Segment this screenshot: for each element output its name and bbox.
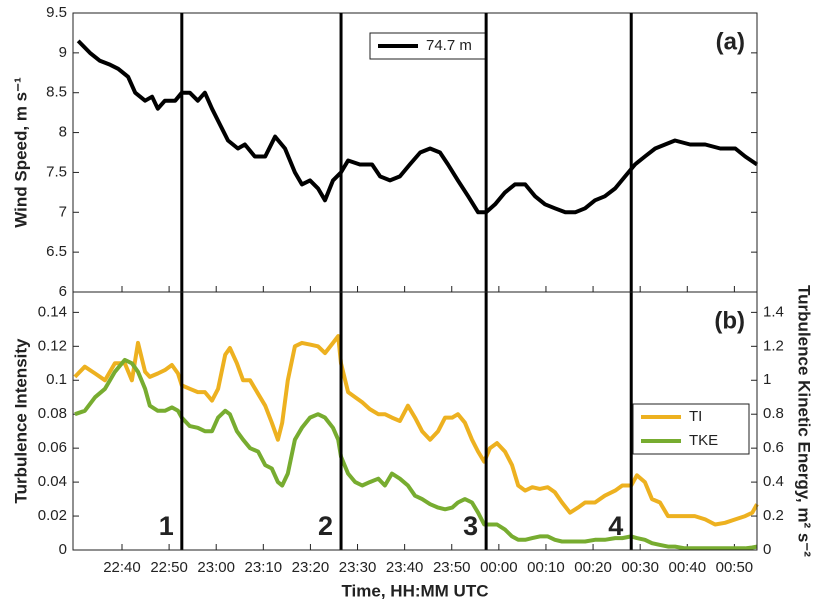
y2-tick-label: 0 (763, 541, 771, 558)
x-tick-label: 00:20 (574, 559, 612, 576)
x-tick-label: 00:10 (527, 559, 565, 576)
y2-tick-label: 1.2 (763, 337, 784, 354)
x-tick-label: 00:40 (669, 559, 707, 576)
x-tick-label: 22:50 (150, 559, 188, 576)
x-tick-label: 00:00 (480, 559, 518, 576)
y-tick-label: 8 (59, 124, 67, 141)
x-tick-label: 00:50 (716, 559, 754, 576)
event-label: 4 (608, 511, 623, 541)
x-tick-label: 23:20 (292, 559, 330, 576)
legend-label: TI (689, 408, 702, 425)
y-axis-label: Turbulence Intensity (11, 338, 30, 504)
y-tick-label: 0.12 (38, 337, 67, 354)
y2-tick-label: 0.6 (763, 439, 784, 456)
y-tick-label: 6 (59, 283, 67, 300)
y-tick-label: 0.02 (38, 507, 67, 524)
series-line (76, 39, 759, 215)
x-tick-label: 23:40 (386, 559, 424, 576)
y2-tick-label: 0.4 (763, 473, 784, 490)
legend-box (632, 403, 750, 455)
y2-tick-label: 0.2 (763, 507, 784, 524)
y2-axis-label: Turbulence Kinetic Energy, m² s⁻² (795, 285, 814, 557)
x-tick-label: 23:00 (197, 559, 235, 576)
panel-label: (b) (714, 307, 745, 334)
legend-label: 74.7 m (426, 37, 472, 54)
y-tick-label: 0 (59, 541, 67, 558)
y-tick-label: 0.04 (38, 473, 67, 490)
y-tick-label: 6.5 (46, 243, 67, 260)
legend-label: TKE (689, 432, 718, 449)
x-tick-label: 23:30 (339, 559, 377, 576)
y-tick-label: 9.5 (46, 4, 67, 21)
y-tick-label: 0.08 (38, 405, 67, 422)
x-tick-label: 22:40 (103, 559, 141, 576)
event-label: 2 (318, 511, 333, 541)
x-tick-label: 00:30 (621, 559, 659, 576)
y-tick-label: 9 (59, 44, 67, 61)
panel-label: (a) (716, 28, 745, 55)
y-tick-label: 8.5 (46, 84, 67, 101)
y-tick-label: 0.1 (46, 371, 67, 388)
x-tick-label: 23:10 (245, 559, 283, 576)
y-tick-label: 7 (59, 203, 67, 220)
x-axis-label: Time, HH:MM UTC (341, 581, 488, 600)
x-tick-label: 23:50 (433, 559, 471, 576)
y-tick-label: 7.5 (46, 163, 67, 180)
y2-tick-label: 1 (763, 371, 771, 388)
y-axis-label: Wind Speed, m s⁻¹ (11, 77, 30, 228)
y-tick-label: 0.06 (38, 439, 67, 456)
y2-tick-label: 0.8 (763, 405, 784, 422)
series-line (73, 334, 759, 527)
event-label: 1 (159, 511, 174, 541)
plot-frame (72, 291, 758, 551)
event-label: 3 (463, 511, 478, 541)
y-tick-label: 0.14 (38, 303, 67, 320)
series-line (74, 357, 758, 551)
y2-tick-label: 1.4 (763, 303, 784, 320)
